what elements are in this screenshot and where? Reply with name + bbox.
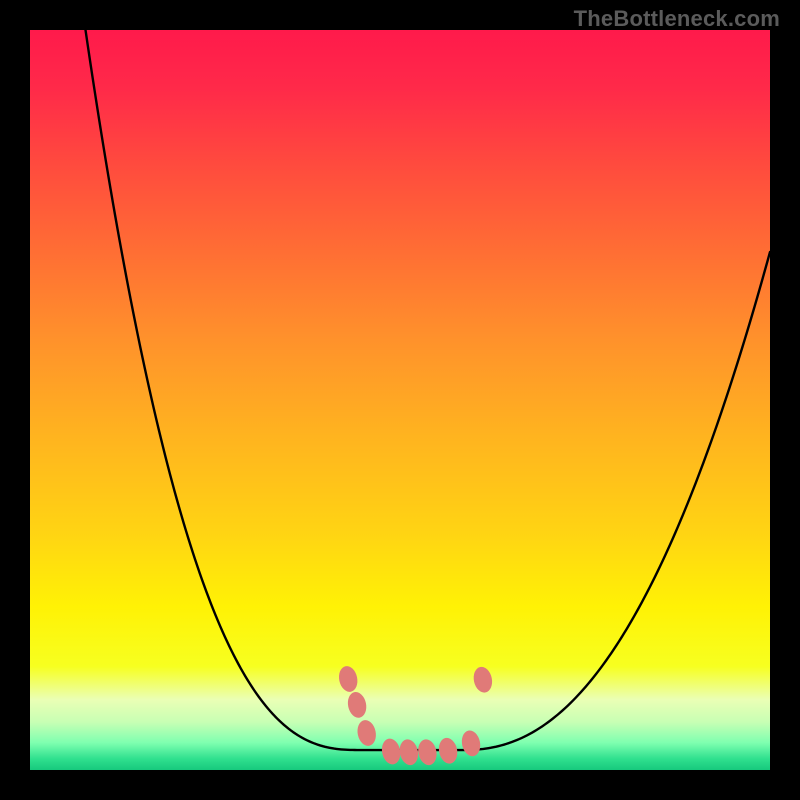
highlight-marker [437, 736, 460, 765]
highlight-marker [397, 738, 420, 767]
bottleneck-curve [86, 30, 771, 750]
highlight-marker [460, 729, 483, 758]
bottleneck-chart-svg [30, 30, 770, 770]
highlight-marker [416, 738, 439, 767]
highlight-marker [471, 665, 494, 694]
stage: TheBottleneck.com [0, 0, 800, 800]
highlight-marker [380, 737, 403, 766]
plot-area [30, 30, 770, 770]
highlight-marker [346, 690, 369, 719]
highlight-marker [355, 718, 378, 747]
watermark-text: TheBottleneck.com [574, 6, 780, 32]
highlight-marker [337, 664, 360, 693]
highlight-markers [337, 664, 495, 766]
